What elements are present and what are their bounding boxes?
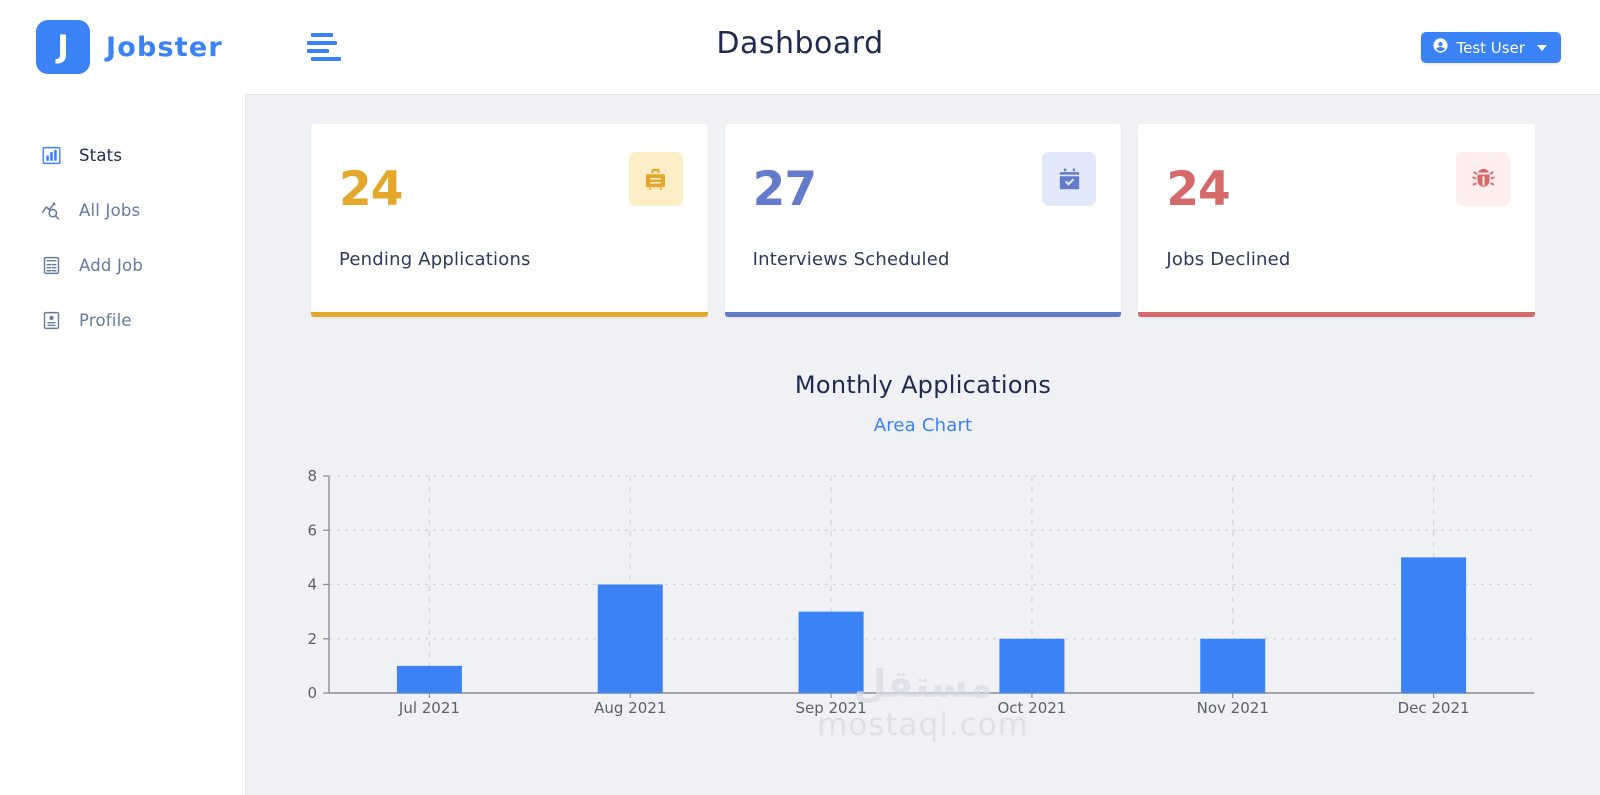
x-tick-label: Nov 2021 <box>1197 699 1269 717</box>
toggle-bar-4 <box>311 57 341 61</box>
stat-card-interviews-scheduled: 27 Interviews Scheduled <box>724 124 1122 317</box>
bar <box>1401 557 1467 693</box>
user-menu-label: Test User <box>1456 38 1526 57</box>
stat-title: Jobs Declined <box>1166 249 1291 270</box>
chevron-down-icon <box>1537 44 1547 51</box>
chart-type-toggle-button[interactable]: Area Chart <box>873 415 973 436</box>
toggle-bar-2 <box>307 41 337 45</box>
id-card-icon <box>40 309 62 331</box>
bar <box>396 665 462 693</box>
sidebar-item-label: Profile <box>79 310 132 330</box>
stat-card-jobs-declined: 24 Jobs Declined <box>1138 124 1536 317</box>
sidebar-item-label: Add Job <box>79 255 144 275</box>
suitcase-icon <box>628 152 683 206</box>
x-tick-label: Sep 2021 <box>795 699 866 717</box>
brand[interactable]: J Jobster <box>36 20 251 74</box>
stats-cards: 24 Pending Applications 27 <box>246 95 1600 317</box>
toggle-bar-3 <box>307 49 329 53</box>
sidebar-item-all-jobs[interactable]: All Jobs <box>0 190 245 230</box>
sidebar-item-label: Stats <box>79 145 123 165</box>
stat-card-header: 24 <box>339 152 683 213</box>
chart-svg: 0 2 4 6 8 Jul 2021 Aug 2021 Sep 2021 Oct 2021 Nov… <box>307 467 1534 717</box>
stat-card-header: 24 <box>1166 152 1511 217</box>
bar <box>1200 638 1266 693</box>
sidebar-item-add-job[interactable]: Add Job <box>0 245 245 285</box>
sidebar-toggle-icon[interactable] <box>304 27 344 67</box>
bug-icon <box>1456 152 1511 206</box>
sidebar: Stats All Jobs <box>0 94 245 795</box>
stat-card-header: 27 <box>753 152 1097 213</box>
bar <box>798 611 864 693</box>
y-tick-label: 0 <box>307 684 317 702</box>
y-tick-label: 4 <box>307 576 317 594</box>
y-tick-label: 2 <box>307 630 317 648</box>
sidebar-nav: Stats All Jobs <box>0 94 245 355</box>
brand-name: Jobster <box>106 31 223 63</box>
user-circle-icon <box>1432 37 1449 58</box>
x-tick-label: Oct 2021 <box>997 699 1066 717</box>
monthly-applications-bar-chart: 0 2 4 6 8 Jul 2021 Aug 2021 Sep 2021 Oct 2021 Nov… <box>307 467 1535 743</box>
stat-count: 24 <box>1166 162 1230 217</box>
user-menu-button[interactable]: Test User <box>1420 32 1561 63</box>
clipboard-list-icon <box>40 254 62 276</box>
bar <box>999 638 1065 693</box>
calendar-check-icon <box>1042 152 1097 206</box>
x-tick-label: Aug 2021 <box>594 699 666 717</box>
stat-title: Interviews Scheduled <box>752 249 950 270</box>
sidebar-item-profile[interactable]: Profile <box>0 300 245 340</box>
y-tick-label: 8 <box>307 467 317 485</box>
x-tick-label: Dec 2021 <box>1398 699 1470 717</box>
top-navbar: J Jobster Dashboard Test User <box>0 0 1600 94</box>
sidebar-item-label: All Jobs <box>79 200 141 220</box>
stat-card-pending-applications: 24 Pending Applications <box>311 124 708 317</box>
chart-section: Monthly Applications Area Chart 0 2 4 6 8 Jul… <box>246 371 1600 743</box>
x-tick-label: Jul 2021 <box>398 699 460 717</box>
stat-count: 27 <box>752 162 817 217</box>
sidebar-item-stats[interactable]: Stats <box>0 135 245 175</box>
bar-chart-icon <box>40 144 62 166</box>
y-tick-label: 6 <box>307 521 317 539</box>
chart-title: Monthly Applications <box>794 371 1052 399</box>
toggle-bar-1 <box>311 33 333 37</box>
bar <box>597 584 663 693</box>
stat-title: Pending Applications <box>339 249 531 270</box>
stat-count: 24 <box>339 162 403 217</box>
brand-logo-icon: J <box>36 20 90 74</box>
chart-search-icon <box>40 199 62 221</box>
main-content: 24 Pending Applications 27 <box>245 94 1600 795</box>
